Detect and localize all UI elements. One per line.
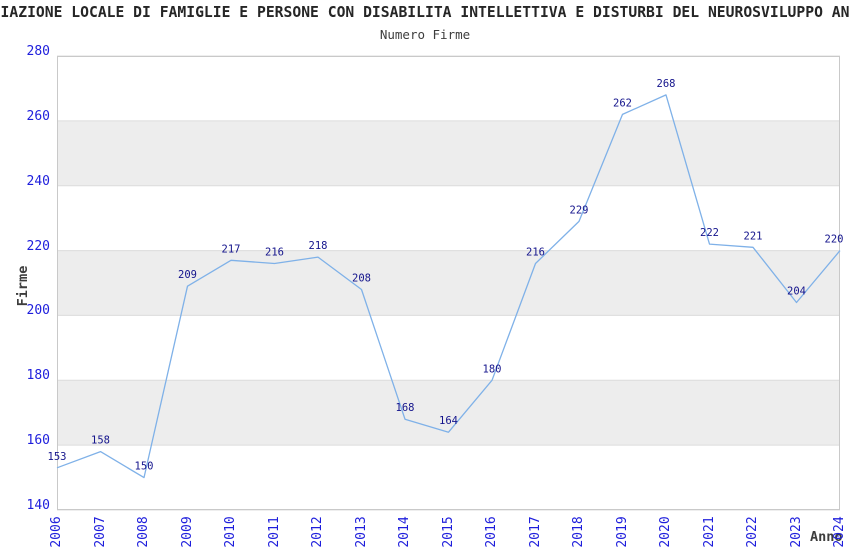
point-label: 262 xyxy=(613,97,632,109)
point-label: 204 xyxy=(787,286,806,298)
band-row xyxy=(57,250,840,316)
point-label: 164 xyxy=(439,415,458,427)
point-label: 268 xyxy=(657,78,676,90)
y-tick-label: 200 xyxy=(26,303,50,319)
x-tick-label: 2024 xyxy=(832,516,847,548)
y-tick-label: 240 xyxy=(26,173,50,189)
band-row xyxy=(57,120,840,186)
y-tick-label: 280 xyxy=(26,44,50,59)
point-label: 180 xyxy=(483,363,502,375)
point-label: 229 xyxy=(570,204,589,216)
y-axis-title: Firme xyxy=(15,265,31,307)
point-label: 216 xyxy=(265,247,284,259)
x-tick-label: 2019 xyxy=(614,516,630,548)
y-tick-label: 260 xyxy=(26,108,50,124)
band-row xyxy=(57,380,840,446)
point-label: 168 xyxy=(396,402,415,414)
x-tick-label: 2020 xyxy=(658,516,673,548)
y-tick-label: 160 xyxy=(26,433,50,449)
point-label: 217 xyxy=(222,243,241,255)
x-tick-label: 2017 xyxy=(527,516,543,548)
x-tick-label: 2006 xyxy=(49,516,64,548)
x-tick-label: 2010 xyxy=(223,516,238,548)
data-line xyxy=(56,94,841,479)
x-tick-label: 2007 xyxy=(92,516,108,548)
point-label: 209 xyxy=(178,269,197,281)
x-tick-label: 2011 xyxy=(266,516,282,548)
x-axis-title: Anno xyxy=(810,529,843,545)
x-tick-label: 2022 xyxy=(745,516,760,548)
x-tick-label: 2008 xyxy=(136,516,151,548)
x-tick-label: 2013 xyxy=(353,516,369,548)
x-tick-label: 2014 xyxy=(397,516,412,548)
x-tick-label: 2016 xyxy=(484,516,499,548)
y-tick-label: 180 xyxy=(26,368,50,384)
point-label: 221 xyxy=(744,230,763,242)
point-label: 222 xyxy=(700,227,719,239)
x-tick-label: 2023 xyxy=(788,516,804,548)
x-tick-label: 2009 xyxy=(179,516,195,548)
y-tick-label: 220 xyxy=(26,238,50,254)
point-label: 216 xyxy=(526,247,545,259)
y-tick-label: 140 xyxy=(26,498,50,513)
x-tick-label: 2015 xyxy=(440,516,456,548)
plot-border xyxy=(57,56,840,510)
point-label: 208 xyxy=(352,273,371,285)
x-tick-label: 2021 xyxy=(701,516,717,548)
plot-area: 153 158 150 209 217 216 218 208 168 164 180 216 229 2… xyxy=(48,55,843,511)
x-tick-label: 2012 xyxy=(310,516,325,548)
point-label: 218 xyxy=(309,240,328,252)
point-label: 150 xyxy=(135,461,154,473)
chart-title: IAZIONE LOCALE DI FAMIGLIE E PERSONE CON… xyxy=(0,4,850,21)
point-label: 158 xyxy=(91,435,110,447)
point-label: 220 xyxy=(825,234,844,246)
chart-subtitle: Numero Firme xyxy=(379,27,471,42)
point-label: 153 xyxy=(48,451,67,463)
x-tick-label: 2018 xyxy=(571,516,586,548)
